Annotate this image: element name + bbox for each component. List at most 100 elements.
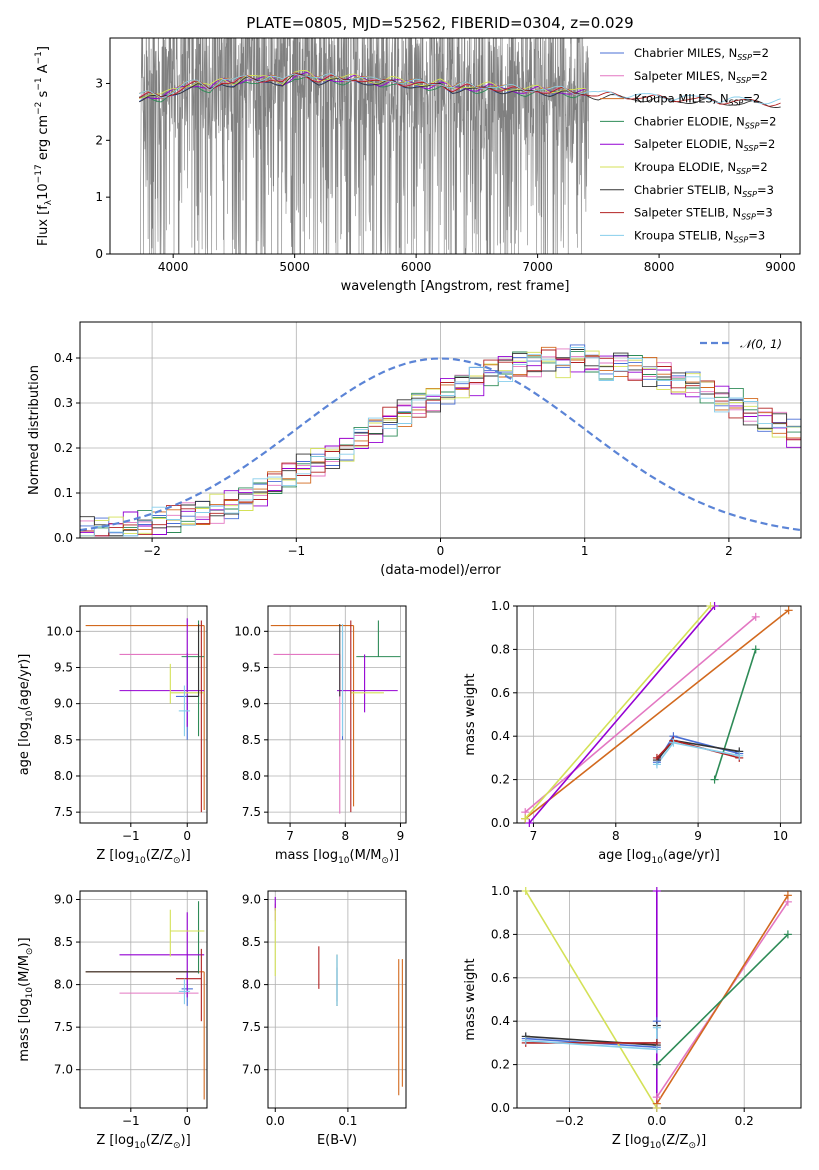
errorbar-6: [169, 909, 205, 957]
label-part: −17: [34, 164, 44, 183]
series-6: [525, 891, 658, 1108]
legend-text: Salpeter ELODIE, N: [634, 137, 744, 151]
y-tick-label: 9.5: [54, 660, 73, 674]
model-fit-7: [138, 73, 781, 108]
errorbar-3: [270, 624, 355, 807]
axes-frame: [109, 37, 801, 255]
y-tick-label: 7.0: [242, 1063, 261, 1077]
y-tick-label: 0.4: [491, 729, 510, 743]
legend-entry: Chabrier ELODIE, NSSP=2: [634, 114, 776, 130]
legend-text: Salpeter STELIB, N: [634, 206, 741, 220]
y-tick-label: 8.5: [242, 935, 261, 949]
plot-area: [270, 620, 401, 814]
y-tick-label: 0.4: [54, 351, 73, 365]
label-part: λ: [44, 199, 54, 205]
legend-sub: SSP: [744, 144, 759, 153]
legend-text: Chabrier MILES, N: [634, 46, 737, 60]
label-part: ⊙: [688, 1141, 696, 1151]
y-tick-label: 8.5: [54, 733, 73, 747]
chart-age-vs-z: −1 07.58.08.59.09.510.0Z [log10(Z/Z⊙)]age…: [17, 605, 208, 866]
y-tick-label: 0.3: [54, 396, 73, 410]
x-axis-label: age [log10(age/yr)]: [598, 848, 720, 866]
y-axis-label: age [log10(age/yr)]: [17, 654, 35, 776]
legend-suffix: =2: [752, 46, 769, 60]
point-marker: [669, 738, 678, 747]
label-part: ⊙: [173, 1141, 181, 1151]
legend-text: Salpeter MILES, N: [634, 69, 736, 83]
legend-text: Kroupa ELODIE, N: [634, 160, 736, 174]
legend-entry: Salpeter ELODIE, NSSP=2: [634, 137, 775, 153]
label-part: s: [36, 90, 51, 101]
y-tick-label: 9.5: [242, 660, 261, 674]
legend-suffix: =2: [751, 69, 768, 83]
observed-spectrum: [140, 38, 589, 254]
label-part: Flux [f: [36, 205, 51, 246]
label-part: A: [36, 64, 51, 77]
histogram-3: [80, 346, 801, 537]
histogram-1: [80, 344, 801, 537]
point-marker: [652, 760, 661, 769]
legend-suffix: =3: [748, 228, 765, 242]
histogram-8: [80, 349, 801, 537]
label-part: (age/yr)]: [663, 848, 720, 863]
point-marker: [525, 819, 534, 827]
chart-residuals: −2 −1 0 1 2 0.0 0.1 0.2 0.3 0.4 (data-model)/error…: [27, 321, 802, 578]
label-part: )]: [181, 1133, 191, 1148]
x-tick-label: 4000: [158, 260, 189, 274]
histogram-4: [80, 351, 801, 537]
y-tick-label: 1: [95, 190, 103, 204]
y-tick-label: 0.2: [491, 1058, 510, 1072]
y-axis-label: mass [log10(M/M⊙)]: [17, 937, 35, 1061]
x-tick-label: 0.0: [647, 1114, 666, 1128]
y-tick-label: 0.1: [54, 486, 73, 500]
label-part: erg cm: [36, 115, 51, 164]
point-marker: [751, 645, 760, 654]
y-tick-label: 10.0: [46, 624, 73, 638]
legend-text: Kroupa STELIB, N: [634, 228, 734, 242]
x-tick-label: −2: [143, 544, 161, 558]
label-part: Z [log: [96, 848, 134, 863]
chart-mass-vs-ebv: 0.0 0.1 7.0 7.5 8.0 8.5 9.0 E(B-V): [242, 890, 407, 1148]
chart-age-vs-mass: 7 8 9 7.5 8.0 8.5 9.0 9.5 10.0 mass [log10(M/M⊙)]: [234, 605, 407, 866]
x-tick-label: 0: [437, 544, 445, 558]
x-tick-label: 1: [581, 544, 589, 558]
axes-frame: [267, 605, 407, 824]
axes-frame: [267, 890, 407, 1109]
y-tick-label: 7.5: [54, 805, 73, 819]
y-tick-label: 8.0: [54, 978, 73, 992]
y-tick-label: 9.0: [242, 697, 261, 711]
histogram-2: [80, 348, 801, 537]
label-part: ⊙: [25, 948, 35, 956]
label-part: )]: [17, 937, 32, 947]
x-axis-label: E(B-V): [317, 1133, 357, 1148]
x-tick-label: 7000: [522, 260, 553, 274]
legend-entry: Kroupa MILES, NSSP=2: [634, 92, 760, 108]
point-marker: [710, 775, 719, 784]
legend-entry: Chabrier MILES, NSSP=2: [634, 46, 769, 62]
histogram-9: [80, 347, 801, 537]
point-marker: [652, 1060, 661, 1069]
y-tick-label: 0.8: [491, 927, 510, 941]
series-4: [713, 649, 757, 780]
x-tick-label: 0.0: [266, 1114, 285, 1128]
y-axis-label: Flux [fλ10−17 erg cm−2 s−1 A−1]: [34, 46, 54, 246]
label-part: age [log: [598, 848, 651, 863]
label-part: )]: [389, 848, 399, 863]
legend-entry: Salpeter STELIB, NSSP=3: [634, 206, 773, 222]
label-part: (data-model)/error: [380, 563, 501, 578]
plot-area: [85, 618, 205, 813]
plot-area: [525, 891, 789, 1108]
label-part: −2: [34, 102, 44, 115]
legend-text: Chabrier ELODIE, N: [634, 114, 745, 128]
point-marker: [735, 751, 744, 760]
x-tick-label: 0.2: [735, 1114, 754, 1128]
label-part: 10: [134, 856, 146, 866]
y-tick-label: 0: [95, 247, 103, 261]
point-marker: [652, 1023, 661, 1032]
label-part: 10: [25, 710, 35, 722]
label-part: mass [log: [275, 848, 338, 863]
y-tick-label: 8.5: [54, 935, 73, 949]
x-tick-label: 0: [183, 829, 191, 843]
y-axis-label: Normed distribution: [27, 365, 42, 495]
